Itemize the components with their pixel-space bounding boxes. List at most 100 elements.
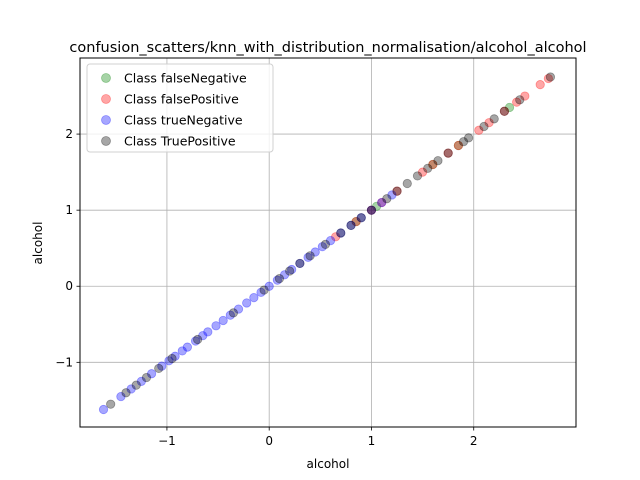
point-true-negative [126,384,136,394]
point-true-positive [320,239,331,250]
point-false-positive [428,159,438,170]
point-true-negative [146,369,157,379]
point-true-positive [479,121,489,132]
point-true-negative [346,220,356,230]
point-true-negative [377,197,387,208]
point-true-negative [218,315,228,326]
point-true-positive [366,205,377,215]
point-true-negative [264,281,274,291]
y-tick-label: 0 [65,279,73,293]
point-true-negative [182,342,192,352]
point-true-positive [285,266,295,276]
point-true-positive [346,220,356,230]
chart-title: confusion_scatters/knn_with_distribution… [69,40,586,56]
data-points [98,72,556,415]
point-true-positive [499,106,510,116]
point-true-negative [203,327,213,337]
point-false-negative [453,140,463,151]
legend-label-false-negative: Class falseNegative [124,71,247,86]
point-true-negative [98,404,109,415]
point-true-negative [303,252,313,262]
point-true-negative [233,304,244,314]
point-false-positive [453,140,463,151]
point-true-positive [259,285,269,295]
point-false-positive [377,197,387,208]
point-false-positive [499,106,510,116]
plot-area-frame [79,57,577,428]
legend-marker-true-positive [101,136,111,146]
point-true-positive [392,186,402,196]
point-true-negative [157,361,167,371]
legend-marker-false-negative [101,73,111,83]
y-tick-label: 2 [65,127,73,141]
point-true-negative [366,205,377,215]
legend-marker-false-positive [101,94,111,104]
legend-label-true-negative: Class trueNegative [124,113,243,128]
point-false-positive [484,118,494,128]
point-true-positive [412,171,423,181]
point-true-negative [190,336,201,346]
point-true-positive [443,148,453,158]
point-true-negative [325,235,336,246]
y-axis-label: alcohol [31,222,45,265]
point-false-negative [504,102,515,113]
point-true-positive [193,334,203,345]
point-false-positive [520,91,530,101]
point-false-positive [512,97,522,107]
point-true-positive [141,372,152,383]
point-true-negative [136,376,146,386]
point-true-positive [274,274,285,284]
point-false-negative [351,216,361,227]
point-true-negative [164,356,174,366]
point-true-positive [382,194,392,204]
point-true-negative [310,247,320,257]
point-true-negative [242,298,252,308]
point-false-negative [428,159,438,170]
point-true-positive [131,380,141,390]
point-false-positive [417,167,428,177]
point-true-positive [489,114,499,124]
point-true-negative [287,264,297,275]
x-axis-label: alcohol [307,457,350,471]
point-true-negative [295,258,305,269]
point-false-positive [443,148,453,158]
y-tick-label: −1 [55,355,73,369]
point-true-positive [167,353,177,364]
point-true-positive [106,399,116,409]
point-true-negative [279,270,290,280]
point-true-positive [458,137,469,147]
x-tick-label: 2 [470,434,478,448]
legend: Class falseNegative Class falsePositive Cl… [86,63,274,153]
point-true-negative [272,275,282,285]
y-tick-label: 1 [65,203,73,217]
point-true-positive [121,388,131,398]
point-true-negative [256,287,266,297]
point-true-negative [387,190,397,200]
point-false-negative [371,201,382,211]
legend-box [86,63,274,153]
point-true-positive [356,213,366,223]
point-true-positive [305,251,315,261]
point-false-positive [392,186,402,196]
legend-label-false-positive: Class falsePositive [124,92,239,107]
point-true-negative [116,391,126,402]
point-true-positive [545,72,556,82]
legend-label-true-positive: Class TruePositive [124,134,236,149]
point-true-positive [295,258,305,269]
point-false-positive [535,80,545,90]
point-true-negative [356,213,366,223]
point-true-negative [211,321,221,331]
x-tick-label: −1 [158,434,176,448]
point-true-positive [228,308,239,318]
point-true-positive [336,228,346,238]
point-true-negative [249,293,259,303]
point-true-negative [177,346,187,356]
point-true-negative [336,228,346,238]
x-tick-label: 1 [368,434,376,448]
point-true-negative [225,310,235,320]
point-false-positive [351,216,361,227]
axis-ticks: −1 0 1 2 −1 0 1 2 [55,127,477,448]
point-false-positive [331,232,341,242]
point-true-positive [433,156,443,166]
point-true-positive [402,178,412,189]
